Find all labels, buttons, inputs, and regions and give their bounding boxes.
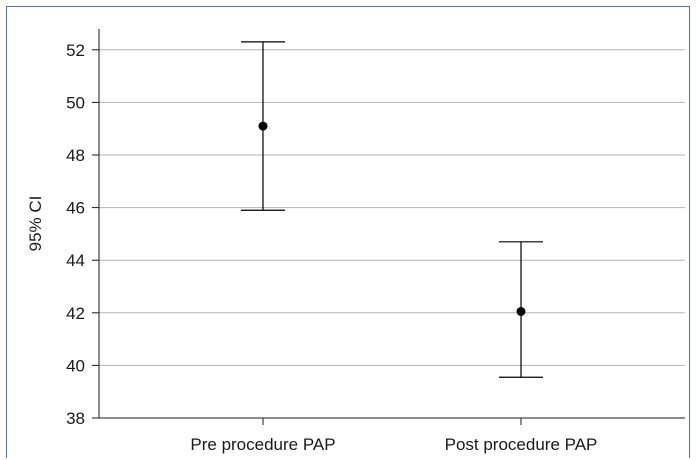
y-tick-label: 38 — [66, 409, 85, 428]
x-category-labels: Pre procedure PAP Post procedure PAP — [190, 435, 597, 454]
y-tick-label: 42 — [66, 304, 85, 323]
y-tick-label: 40 — [66, 356, 85, 375]
x-category-label: Post procedure PAP — [445, 435, 598, 454]
mean-point — [258, 121, 268, 131]
error-bars — [241, 41, 543, 378]
y-tick-label: 48 — [66, 146, 85, 165]
y-tick-label: 46 — [66, 199, 85, 218]
y-tick-labels: 38 40 42 44 46 48 50 52 — [66, 41, 85, 428]
ci-plot: 38 40 42 44 46 48 50 52 Pre procedure PAP Post p… — [26, 29, 685, 454]
y-tick-label: 52 — [66, 41, 85, 60]
gridlines — [99, 49, 685, 366]
axes — [92, 29, 685, 425]
mean-point — [516, 306, 526, 316]
y-tick-label: 44 — [66, 251, 85, 270]
y-tick-label: 50 — [66, 93, 85, 112]
x-category-label: Pre procedure PAP — [190, 435, 335, 454]
y-axis-title: 95% CI — [26, 196, 45, 252]
chart-frame: 38 40 42 44 46 48 50 52 Pre procedure PAP Post p… — [6, 6, 690, 458]
